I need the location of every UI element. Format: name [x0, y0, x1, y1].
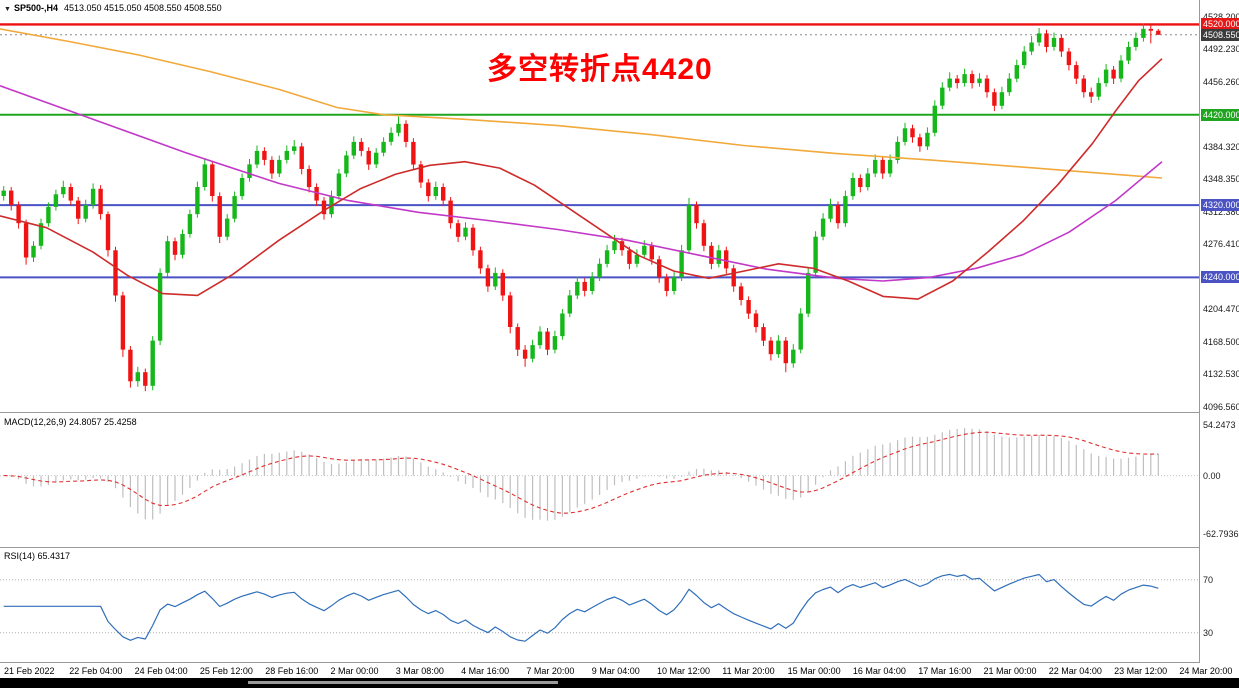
macd-panel-canvas[interactable]: [0, 413, 1199, 547]
overlay-ma-mid: [0, 85, 1163, 282]
horizontal-scrollbar-thumb[interactable]: [248, 681, 558, 684]
time-axis-label: 23 Mar 12:00: [1114, 666, 1168, 676]
rsi-line: [3, 573, 1159, 642]
macd-histogram: [10, 428, 1159, 521]
ohlc-readout: 4513.050 4515.050 4508.550 4508.550: [63, 3, 222, 13]
axis-scale-label: 70: [1203, 574, 1214, 585]
price-badge: 4520.000: [1201, 18, 1239, 31]
axis-scale-label: 4168.500: [1203, 336, 1239, 347]
price-axis[interactable]: 4528.200 4492.230 4456.260 4384.320 4348.350…: [1199, 0, 1239, 663]
price-badge: 4508.550: [1201, 28, 1239, 41]
overlay-ma-slow: [0, 28, 1163, 179]
time-axis-label: 21 Mar 00:00: [983, 666, 1037, 676]
time-axis-label: 9 Mar 04:00: [591, 666, 640, 676]
time-axis-label: 28 Feb 16:00: [265, 666, 319, 676]
rsi-panel-canvas[interactable]: [0, 548, 1199, 662]
macd-signal-line: [3, 431, 1159, 514]
time-axis-label: 22 Mar 04:00: [1048, 666, 1102, 676]
time-axis-label: 11 Mar 20:00: [722, 666, 775, 676]
rsi-label: RSI(14) 65.4317: [4, 551, 71, 561]
price-badge: 4420.000: [1201, 108, 1239, 121]
axis-scale-label: 4204.470: [1203, 304, 1239, 315]
time-axis-label: 17 Mar 16:00: [918, 666, 972, 676]
time-axis-label: 22 Feb 04:00: [69, 666, 123, 676]
time-axis-label: 7 Mar 20:00: [526, 666, 575, 676]
candlesticks: [1, 23, 1161, 392]
axis-scale-label: -62.7936: [1203, 529, 1239, 540]
time-axis-label: 24 Feb 04:00: [134, 666, 188, 676]
time-axis-label: 24 Mar 20:00: [1179, 666, 1233, 676]
time-axis-label: 3 Mar 08:00: [395, 666, 444, 676]
axis-scale-label: 4132.530: [1203, 369, 1239, 380]
axis-scale-label: 4312.380: [1203, 206, 1239, 217]
chart-annotation-text[interactable]: 多空转折点4420: [487, 53, 713, 86]
price-badge: 4320.000: [1201, 199, 1239, 212]
panel-separator: [0, 662, 1239, 663]
price-badge: 4240.000: [1201, 271, 1239, 284]
time-axis-label: 10 Mar 12:00: [657, 666, 711, 676]
time-axis-label: 2 Mar 00:00: [330, 666, 379, 676]
axis-scale-label: 4096.560: [1203, 401, 1239, 412]
axis-scale-label: 4528.200: [1203, 11, 1239, 22]
time-axis[interactable]: 21 Feb 2022 22 Feb 04:00 24 Feb 04:00 25 Fe…: [0, 663, 1239, 678]
axis-scale-label: 4276.410: [1203, 239, 1239, 250]
panel-separator: [0, 412, 1239, 413]
time-axis-label: 4 Mar 16:00: [461, 666, 510, 676]
axis-scale-label: 4384.320: [1203, 141, 1239, 152]
panel-separator: [0, 547, 1239, 548]
time-axis-label: 25 Feb 12:00: [199, 666, 253, 676]
symbol-period-label: SP500-,H4: [13, 3, 58, 13]
chart-header: ▼ SP500-,H4 4513.050 4515.050 4508.550 450…: [4, 3, 222, 13]
axis-scale-label: 54.2473: [1203, 420, 1236, 431]
axis-scale-label: 4456.260: [1203, 76, 1239, 87]
axis-scale-label: 0.00: [1203, 470, 1221, 481]
overlay-ma-fast: [0, 58, 1163, 300]
axis-scale-label: 4492.230: [1203, 44, 1239, 55]
time-axis-label: 21 Feb 2022: [4, 666, 55, 676]
macd-label: MACD(12,26,9) 24.8057 25.4258: [4, 417, 137, 427]
time-axis-label: 15 Mar 00:00: [787, 666, 841, 676]
price-chart-canvas[interactable]: [0, 0, 1199, 412]
bottom-bar: [0, 678, 1239, 688]
chart-marker-icon: ▼: [4, 6, 11, 13]
axis-scale-label: 4348.350: [1203, 174, 1239, 185]
axis-scale-label: 30: [1203, 627, 1214, 638]
time-axis-label: 16 Mar 04:00: [852, 666, 906, 676]
